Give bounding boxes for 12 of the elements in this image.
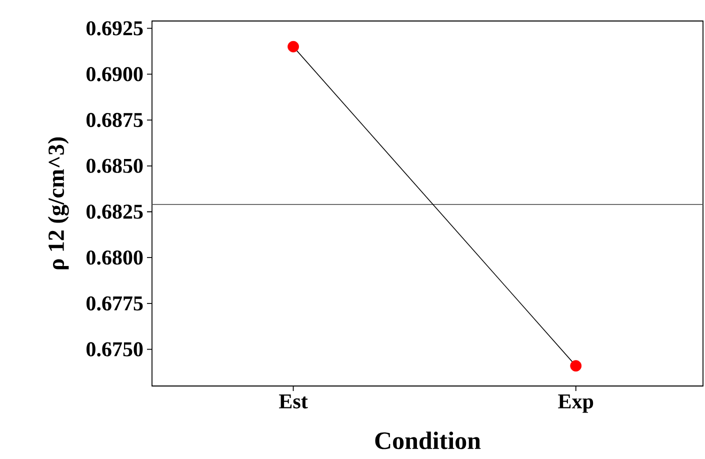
y-tick-label: 0.6850 bbox=[86, 158, 143, 174]
y-tick-label: 0.6775 bbox=[86, 296, 143, 311]
y-tick-label: 0.6800 bbox=[86, 250, 143, 265]
x-axis-title: Condition bbox=[375, 432, 481, 450]
x-tick-label: Exp bbox=[558, 394, 594, 413]
y-axis-title: ρ 12 (g/cm^3) bbox=[48, 137, 69, 270]
y-tick-label: 0.6825 bbox=[86, 204, 143, 219]
x-tick-label: Est bbox=[279, 394, 308, 408]
y-tick-label: 0.6925 bbox=[86, 21, 143, 36]
y-tick-label: 0.6900 bbox=[86, 67, 143, 82]
y-tick-label: 0.6875 bbox=[86, 112, 143, 128]
y-tick-label: 0.6750 bbox=[86, 342, 143, 356]
